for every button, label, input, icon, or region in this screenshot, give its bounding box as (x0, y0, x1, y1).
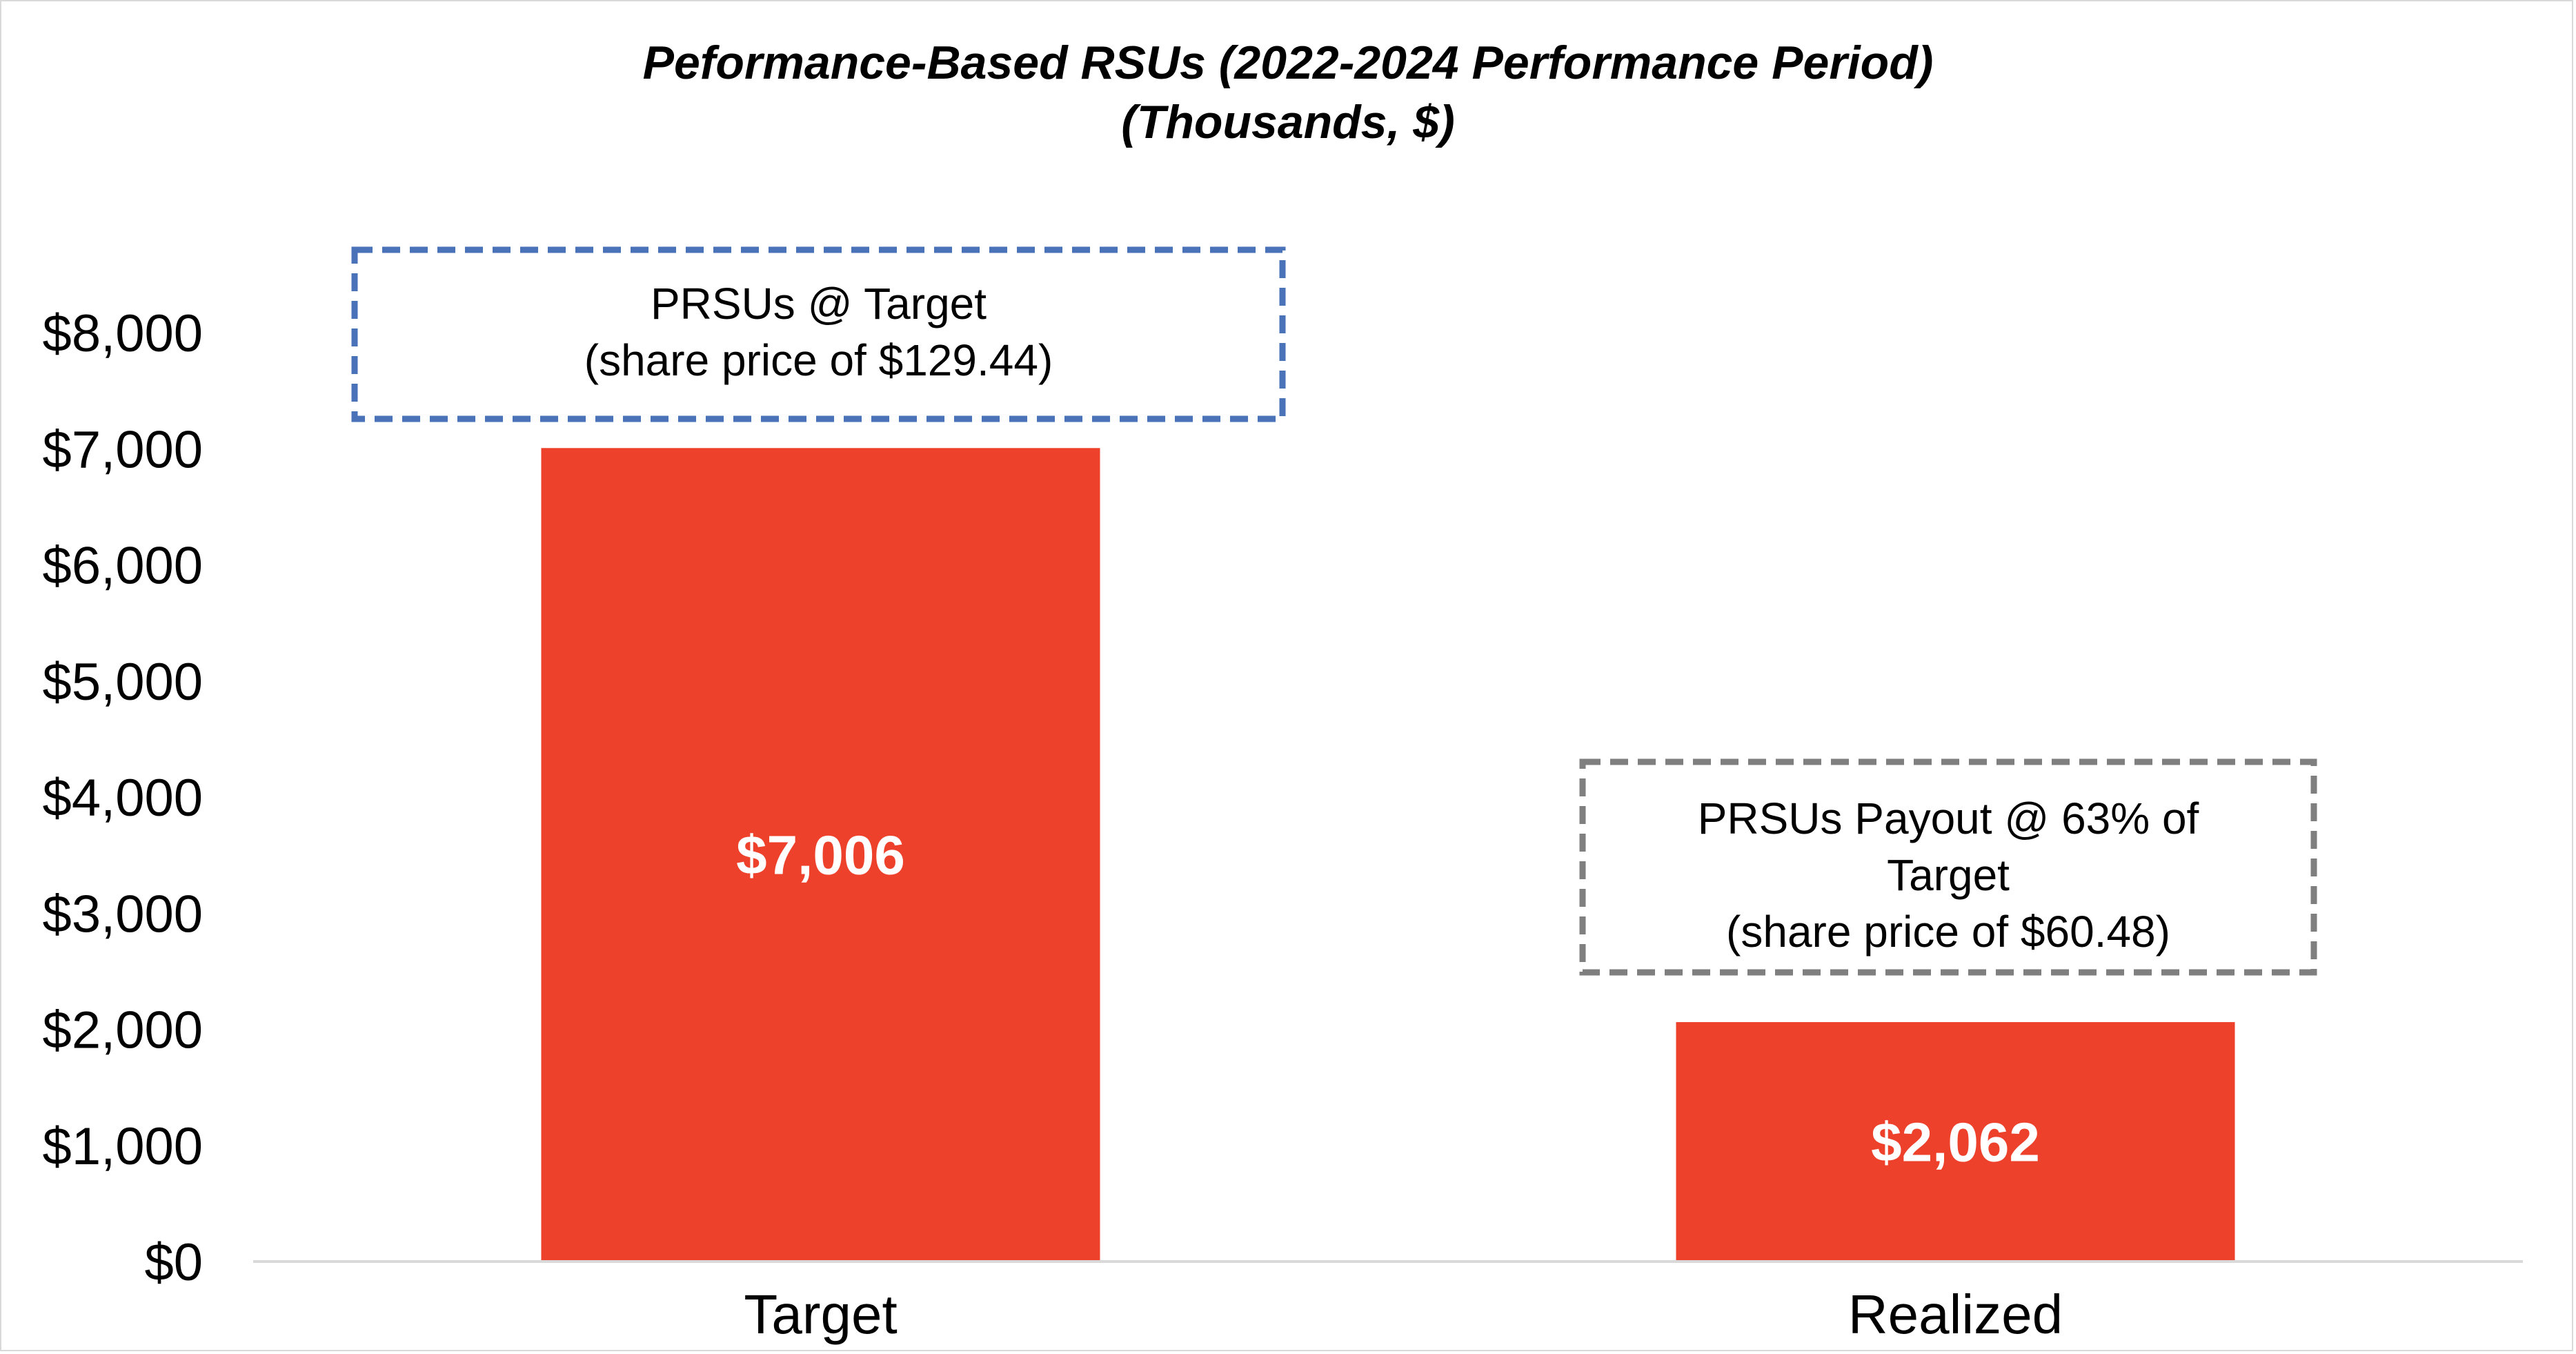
y-tick-label: $5,000 (43, 653, 203, 712)
annotation-text: PRSUs @ Target (651, 279, 987, 328)
bar-realized (1676, 1022, 2235, 1262)
y-tick-label: $4,000 (43, 769, 203, 827)
annotation-text: PRSUs Payout @ 63% of (1698, 794, 2199, 843)
y-tick-label: $0 (144, 1233, 203, 1292)
y-tick-label: $8,000 (43, 304, 203, 363)
y-tick-label: $1,000 (43, 1117, 203, 1176)
chart-subtitle: (Thousands, $) (1121, 96, 1455, 148)
chart-title: Peformance-Based RSUs (2022-2024 Perform… (643, 37, 1934, 89)
y-tick-label: $2,000 (43, 1001, 203, 1060)
bar-value-label: $2,062 (1871, 1112, 2040, 1173)
y-axis-ticks: $0 $1,000 $2,000 $3,000 $4,000 $5,000 $6,000 $7… (43, 304, 203, 1292)
annotation-box (1579, 758, 2317, 976)
annotation-text: (share price of $129.44) (584, 335, 1053, 385)
x-tick-label: Target (744, 1284, 897, 1345)
x-tick-label: Realized (1848, 1284, 2063, 1345)
annotations: PRSUs @ Target(share price of $129.44)PR… (351, 246, 2317, 976)
annotation-text: (share price of $60.48) (1726, 907, 2170, 956)
annotation-callout: PRSUs @ Target (share price of $129.44) (351, 246, 1286, 422)
y-tick-label: $7,000 (43, 420, 203, 479)
annotation-box (351, 246, 1286, 422)
bars: $7,006 $2,062 (541, 448, 2235, 1262)
y-tick-label: $6,000 (43, 537, 203, 596)
x-axis-categories: Target Realized (744, 1284, 2063, 1345)
annotation-text: Target (1887, 850, 2010, 900)
bar-target (541, 448, 1100, 1262)
annotation-callout: PRSUs Payout @ 63% of Target (share price … (1579, 758, 2317, 976)
y-tick-label: $3,000 (43, 885, 203, 943)
bar-value-label: $7,006 (736, 825, 905, 886)
